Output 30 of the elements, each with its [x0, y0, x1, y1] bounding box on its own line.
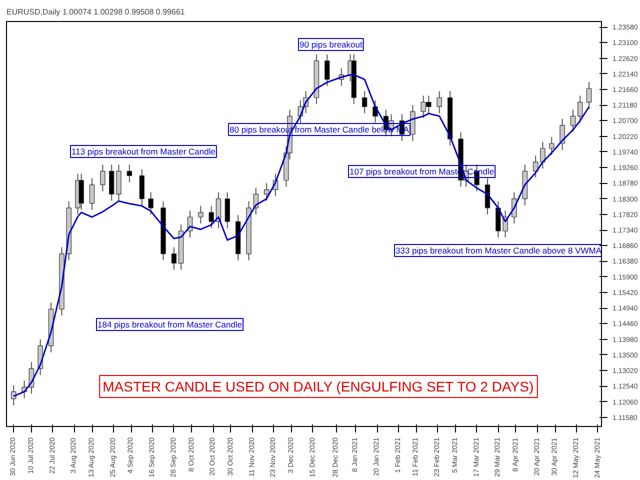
candlestick [100, 164, 106, 192]
candlestick [324, 54, 330, 86]
candlestick [410, 104, 416, 142]
candlestick [224, 192, 230, 229]
candlestick [89, 178, 95, 210]
candlestick [578, 95, 583, 124]
annotation: 184 pips breakout from Master Candle [98, 320, 242, 330]
annotation: 113 pips breakout from Master Candle [72, 146, 216, 156]
candlestick [78, 173, 84, 210]
candlestick [362, 90, 368, 114]
candlestick [540, 141, 546, 170]
annotation: 90 pips breakout [300, 40, 363, 50]
candlestick [126, 164, 132, 183]
candlestick [436, 90, 442, 114]
candlestick [148, 192, 154, 215]
candlestick [532, 155, 538, 178]
candlestick [139, 168, 145, 206]
candlestick [198, 205, 204, 224]
candlestick [549, 136, 554, 156]
candlestick [264, 182, 270, 202]
candlestick [11, 384, 16, 406]
candlestick [116, 164, 122, 202]
candlestick [560, 118, 565, 150]
candlestick [171, 246, 177, 270]
chart-title: EURUSD,Daily 1.00074 1.00298 0.99508 0.99661 [6, 8, 186, 16]
candlestick [586, 82, 592, 110]
candlestick [208, 205, 214, 229]
candlestick [108, 164, 114, 202]
candlestick [570, 109, 576, 132]
annotation: MASTER CANDLE USED ON DAILY (ENGULFING SET TO 2 DAYS) [102, 378, 534, 394]
